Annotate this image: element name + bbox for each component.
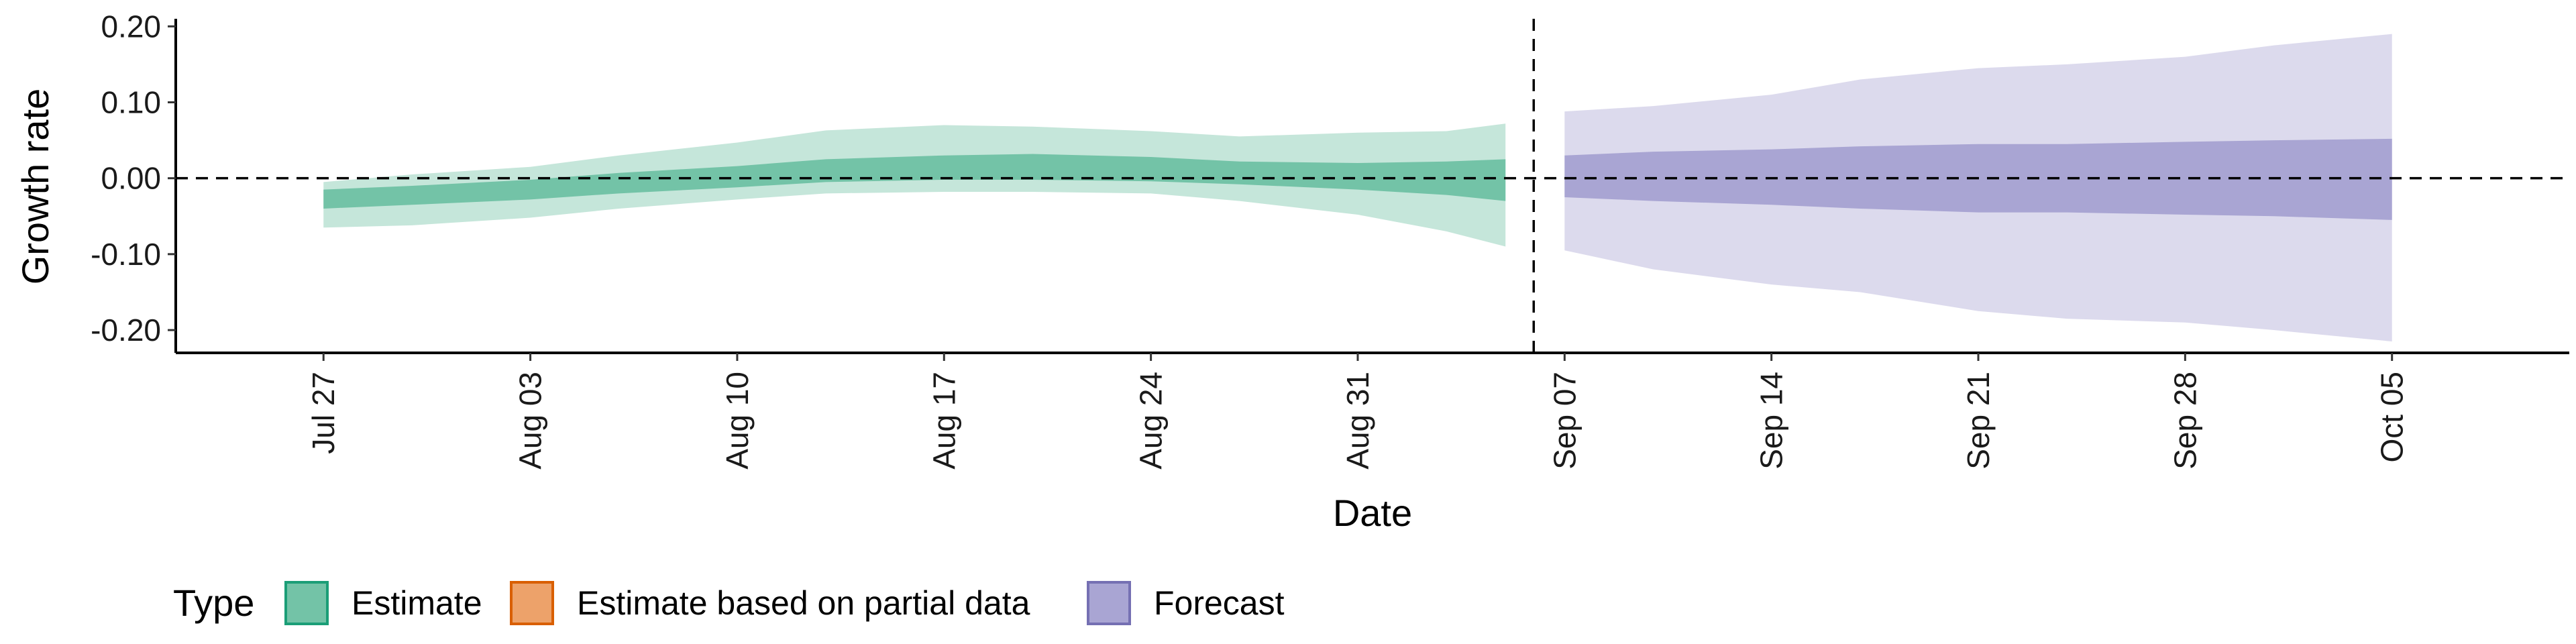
x-tick-label: Sep 28 (2167, 372, 2202, 470)
y-tick-label: 0.20 (101, 9, 161, 44)
x-tick-label: Sep 21 (1961, 372, 1996, 470)
x-tick-label: Jul 27 (306, 372, 341, 454)
chart-axes: 0.20 0.10 0.00 -0.10 -0.20 Jul 27 Aug 03 Aug 10… (91, 9, 2569, 470)
estimate-inner-band (323, 154, 1506, 209)
legend-title: Type (173, 582, 254, 624)
x-tick-label: Aug 31 (1340, 372, 1375, 470)
legend-key-label: Forecast (1154, 584, 1285, 622)
x-tick-label: Oct 05 (2375, 372, 2410, 463)
x-tick-label: Sep 14 (1754, 372, 1789, 470)
reference-lines (176, 19, 2569, 353)
x-tick-label: Aug 24 (1134, 372, 1169, 470)
legend-key-swatch (510, 581, 554, 625)
legend: Type Estimate Estimate based on partial d… (173, 581, 1285, 625)
estimate-outer-band (323, 123, 1506, 247)
x-tick-label: Aug 10 (720, 372, 755, 470)
y-axis-title: Growth rate (14, 89, 56, 285)
chart-bands (323, 34, 2392, 342)
legend-key-swatch (1087, 581, 1131, 625)
y-tick-label: 0.00 (101, 161, 161, 196)
x-axis-title: Date (1333, 492, 1412, 534)
x-tick-label: Aug 03 (513, 372, 548, 470)
y-tick-label: 0.10 (101, 85, 161, 120)
legend-key-swatch (284, 581, 329, 625)
x-tick-label: Aug 17 (926, 372, 961, 470)
y-tick-label: -0.10 (91, 237, 161, 272)
x-tick-label: Sep 07 (1547, 372, 1582, 470)
y-tick-label: -0.20 (91, 313, 161, 347)
legend-key-label: Estimate (352, 584, 482, 622)
legend-key-label: Estimate based on partial data (577, 584, 1030, 622)
